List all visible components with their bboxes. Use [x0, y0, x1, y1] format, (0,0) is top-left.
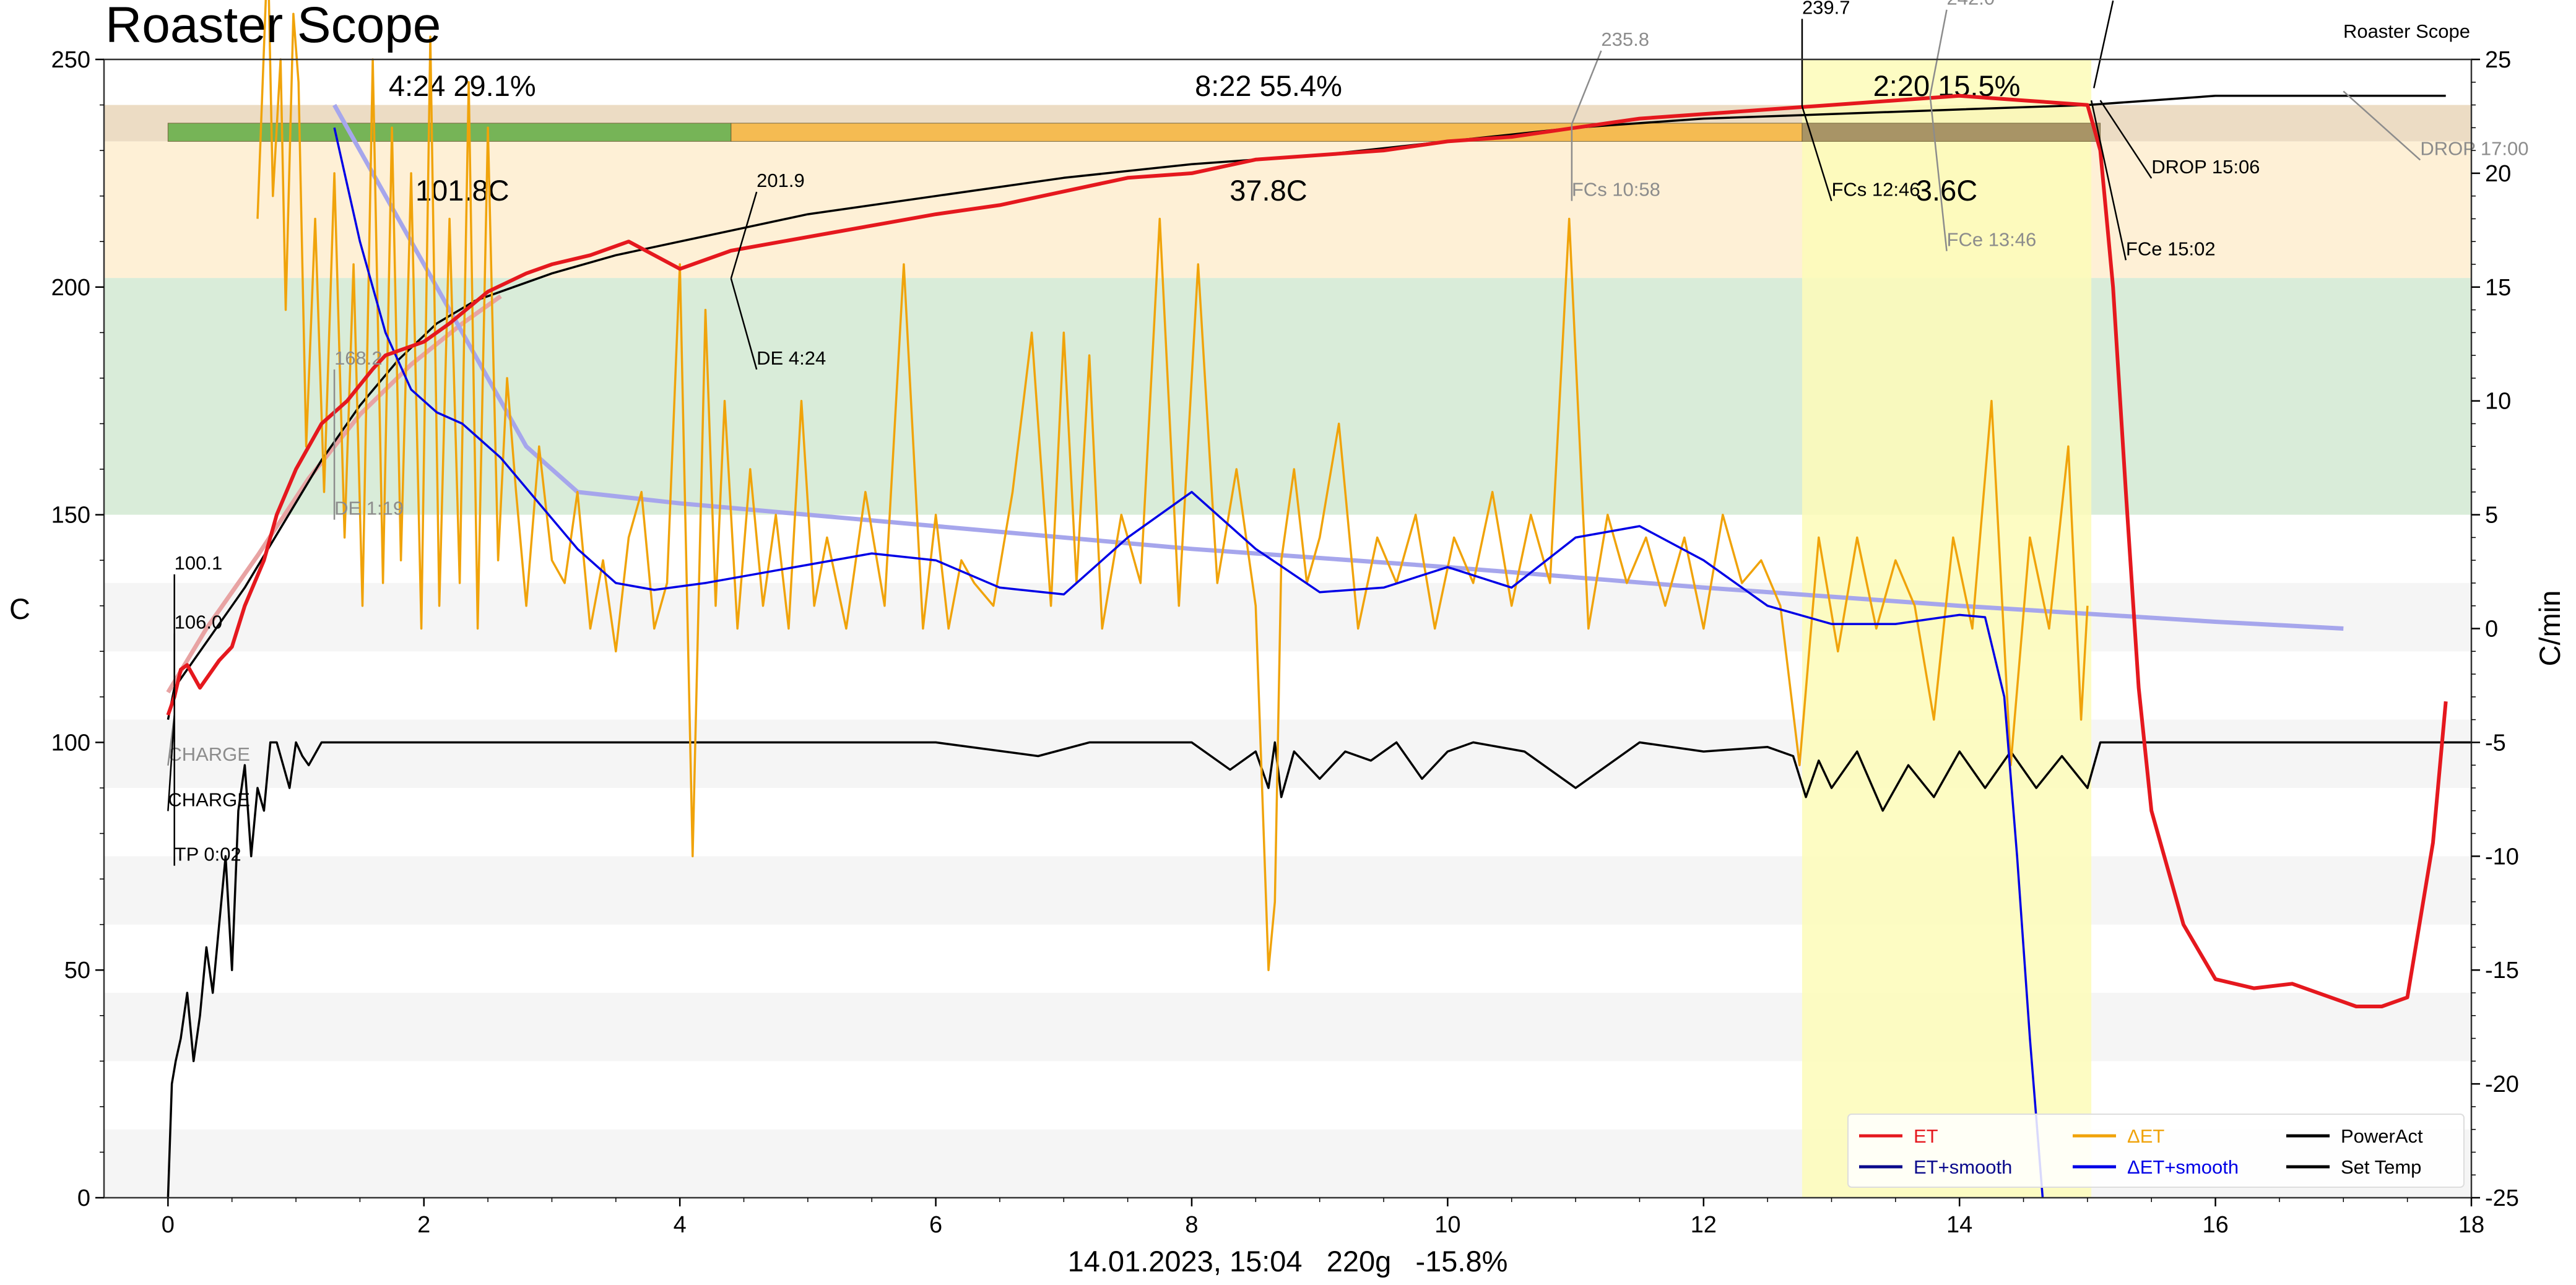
phase-label-1: 8:22 55.4% [1195, 69, 1342, 102]
y2-tick-label-7: 10 [2485, 389, 2511, 415]
annotation-2: CHARGE [168, 743, 250, 765]
y-tick-label-4: 200 [51, 275, 90, 301]
y-axis-label: C [9, 592, 30, 625]
annotation-leader-15 [2093, 0, 2114, 89]
y2-tick-label-2: -15 [2485, 958, 2519, 984]
series-2-line [256, 0, 2089, 971]
x-tick-label-8: 16 [2202, 1212, 2228, 1238]
background-stripes [104, 582, 2471, 1198]
series-0-line [166, 93, 2448, 1008]
annotation-leader-16 [2099, 100, 2153, 179]
annotation-leader-14 [1929, 95, 1948, 251]
x-tick-label-3: 6 [929, 1212, 942, 1238]
y-tick-label-3: 150 [51, 503, 90, 529]
stripe-1 [104, 992, 2471, 1062]
y2-tick-label-10: 25 [2485, 47, 2511, 73]
x-tick-label-9: 18 [2458, 1212, 2484, 1238]
annotation-14: FCe 13:46 [1947, 229, 2037, 251]
series-5-line [167, 95, 2446, 720]
x-tick-label-4: 8 [1185, 1212, 1198, 1238]
phase-sublabel-2: 3.6C [1916, 174, 1977, 207]
x-tick-label-7: 14 [1946, 1212, 1972, 1238]
annotation-1: 106.0 [175, 612, 223, 633]
annotation-leader-3 [167, 715, 175, 811]
x-tick-label-5: 10 [1434, 1212, 1460, 1238]
legend-label-4: PowerAct [2341, 1125, 2423, 1147]
series-3-line [333, 127, 2044, 1198]
y-tick-label-0: 0 [77, 1185, 90, 1211]
legend-box [1847, 1114, 2465, 1188]
y2-axis-label: C/min [2533, 591, 2566, 667]
annotation-leader-9 [1571, 50, 1602, 124]
phase-sublabel-0: 101.8C [415, 174, 510, 207]
y2-tick-label-5: 0 [2485, 617, 2498, 642]
stripe-2 [104, 856, 2471, 925]
axes: 0 2 4 6 8 10 12 14 16 18050100150200250-25-20-15-… [51, 47, 2519, 1238]
annotation-leader-13 [1929, 9, 1948, 97]
annotation-0: 100.1 [175, 552, 223, 574]
legend-label-3: ΔET+smooth [2127, 1156, 2239, 1178]
temp-band-1 [104, 141, 2471, 279]
x-tick-label-1: 2 [417, 1212, 430, 1238]
phase-sublabel-1: 37.8C [1229, 174, 1307, 207]
series-4-line [167, 741, 2471, 1198]
annotation-3: CHARGE [168, 789, 250, 810]
annotation-9: 235.8 [1601, 28, 1649, 50]
y-tick-label-5: 250 [51, 47, 90, 73]
chart-title: Roaster Scope [105, 0, 441, 53]
y2-tick-label-0: -25 [2485, 1185, 2519, 1211]
legend: ET ET+smooth ΔET ΔET+smooth PowerAct Set Temp [1847, 1114, 2465, 1188]
legend-label-0: ET [1914, 1125, 1938, 1147]
legend-label-1: ET+smooth [1914, 1156, 2012, 1178]
annotation-8: DE 4:24 [757, 347, 826, 369]
legend-label-2: ΔET [2127, 1125, 2164, 1147]
annotation-leader-12 [1801, 106, 1832, 202]
legend-label-5: Set Temp [2341, 1156, 2421, 1178]
phase-bars: 4:24 29.1%101.8C8:22 55.4%37.8C2:20 15.5… [167, 69, 2101, 207]
phase-bar-0 [167, 123, 732, 142]
annotation-leader-7 [730, 191, 758, 279]
annotation-12: FCs 12:46 [1831, 179, 1920, 201]
x-axis-label: 14.01.2023, 15:04 220g -15.8% [1068, 1245, 1508, 1278]
annotation-5: 168.2 [334, 347, 383, 369]
y2-tick-label-3: -10 [2485, 844, 2519, 870]
annotation-18: DROP 17:00 [2420, 137, 2528, 159]
series-lines [166, 0, 2471, 1198]
phase-label-0: 4:24 29.1% [389, 69, 536, 102]
y2-tick-label-9: 20 [2485, 161, 2511, 187]
annotation-13: 242.0 [1947, 0, 1995, 9]
y2-tick-label-1: -20 [2485, 1071, 2519, 1097]
annotation-7: 201.9 [757, 170, 805, 191]
event-annotations: 100.1 106.0 CHARGE CHARGE TP 0:02 168.2 DE 1:1… [167, 0, 2529, 866]
annotation-leader-17 [2090, 100, 2127, 261]
x-tick-label-6: 12 [1691, 1212, 1717, 1238]
phase-bar-2 [1802, 123, 2101, 142]
annotation-6: DE 1:19 [334, 498, 404, 519]
y-tick-label-2: 100 [51, 730, 90, 756]
y2-tick-label-4: -5 [2485, 730, 2506, 756]
x-tick-label-0: 0 [162, 1212, 175, 1238]
annotation-10: FCs 10:58 [1572, 179, 1660, 201]
annotation-11: 239.7 [1802, 0, 1850, 18]
annotation-4: TP 0:02 [175, 844, 241, 865]
annotation-16: DROP 15:06 [2151, 156, 2260, 178]
y-tick-label-1: 50 [64, 958, 90, 984]
x-tick-label-2: 4 [674, 1212, 687, 1238]
chart-subtitle: Roaster Scope [2343, 20, 2470, 42]
y2-tick-label-6: 5 [2485, 503, 2498, 529]
y2-tick-label-8: 15 [2485, 275, 2511, 301]
annotation-leader-8 [730, 278, 758, 370]
annotation-leader-18 [2343, 90, 2421, 161]
annotation-17: FCe 15:02 [2126, 238, 2216, 259]
phase-bar-1 [731, 123, 1803, 142]
